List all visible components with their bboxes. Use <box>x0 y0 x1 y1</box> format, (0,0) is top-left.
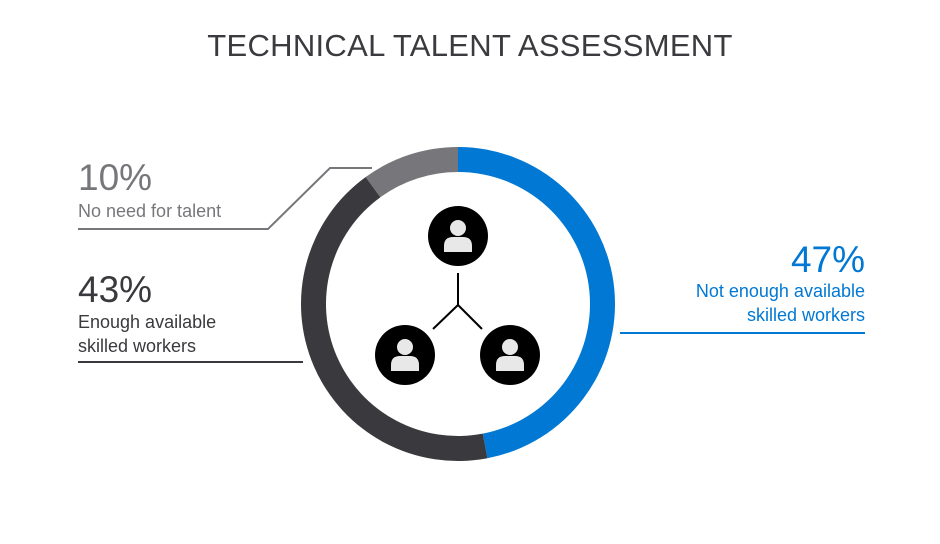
person-icon <box>480 325 540 385</box>
chart-title: TECHNICAL TALENT ASSESSMENT <box>207 28 733 63</box>
value-label-enough: 43% <box>78 269 153 310</box>
value-label-not-enough: 47% <box>790 239 865 280</box>
slice-label-enough-line2: skilled workers <box>78 336 197 356</box>
slice-enough <box>301 176 488 462</box>
person-icon <box>375 325 435 385</box>
person-icon <box>428 206 488 266</box>
slice-not-enough <box>458 147 615 459</box>
slice-no-need <box>365 147 458 198</box>
slice-label-not-enough-line1: Not enough available <box>695 281 865 301</box>
slice-label-no-need: No need for talent <box>78 201 222 221</box>
people-network-icon <box>375 206 540 385</box>
slice-label-not-enough-line2: skilled workers <box>746 305 865 325</box>
leader-line-no-need <box>78 167 372 230</box>
value-label-no-need: 10% <box>78 157 153 198</box>
slice-label-enough-line1: Enough available <box>78 312 217 332</box>
